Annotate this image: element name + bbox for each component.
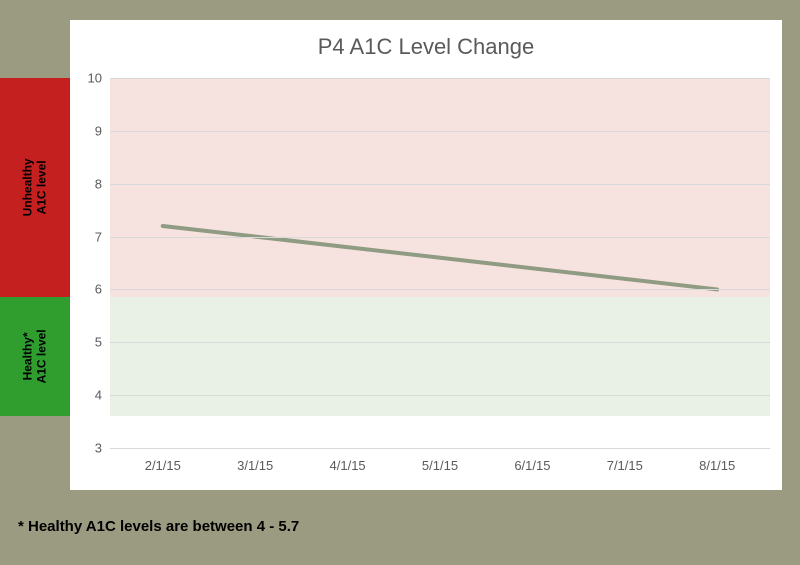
y-tick-label: 6 xyxy=(95,282,102,297)
x-tick-label: 4/1/15 xyxy=(330,458,366,473)
gridline xyxy=(110,78,770,79)
gridline xyxy=(110,237,770,238)
side-band-label: Unhealthy A1C level xyxy=(0,78,70,297)
gridline xyxy=(110,448,770,449)
x-tick-label: 6/1/15 xyxy=(514,458,550,473)
x-tick-label: 2/1/15 xyxy=(145,458,181,473)
gridline xyxy=(110,131,770,132)
line-series xyxy=(110,78,770,448)
y-tick-label: 5 xyxy=(95,335,102,350)
footnote: * Healthy A1C levels are between 4 - 5.7 xyxy=(18,518,299,535)
gridline xyxy=(110,184,770,185)
y-tick-label: 9 xyxy=(95,123,102,138)
y-tick-label: 4 xyxy=(95,388,102,403)
gridline xyxy=(110,342,770,343)
y-tick-label: 10 xyxy=(88,71,102,86)
y-tick-label: 8 xyxy=(95,176,102,191)
gridline xyxy=(110,289,770,290)
x-tick-label: 8/1/15 xyxy=(699,458,735,473)
x-tick-label: 7/1/15 xyxy=(607,458,643,473)
chart-card: P4 A1C Level Change 3456789102/1/153/1/1… xyxy=(70,20,782,490)
y-tick-label: 3 xyxy=(95,441,102,456)
x-tick-label: 5/1/15 xyxy=(422,458,458,473)
chart-title: P4 A1C Level Change xyxy=(70,34,782,60)
y-tick-label: 7 xyxy=(95,229,102,244)
plot-area: 3456789102/1/153/1/154/1/155/1/156/1/157… xyxy=(110,78,770,448)
x-tick-label: 3/1/15 xyxy=(237,458,273,473)
gridline xyxy=(110,395,770,396)
side-band-label: Healthy* A1C level xyxy=(0,297,70,416)
